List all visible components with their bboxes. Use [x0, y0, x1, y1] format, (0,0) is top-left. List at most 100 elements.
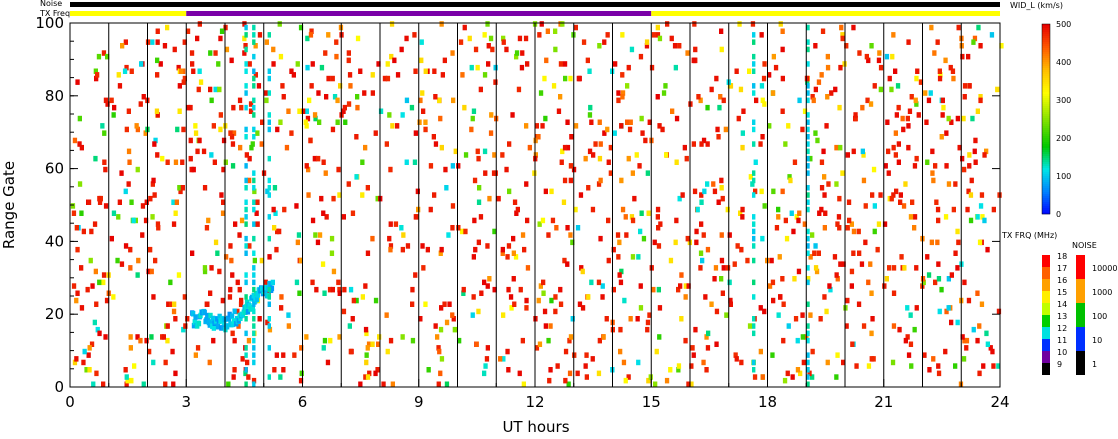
data-cell [597, 119, 602, 125]
data-cell [97, 195, 102, 202]
streak-cell [806, 323, 810, 329]
data-cell [216, 61, 221, 67]
feature-cell [193, 314, 198, 320]
data-cell [626, 374, 631, 380]
data-cell [89, 341, 95, 347]
data-cell [524, 181, 529, 187]
data-cell [810, 374, 815, 380]
data-cell [476, 239, 481, 246]
data-cell [939, 134, 944, 140]
data-cell [931, 356, 936, 362]
noise-swatch [1076, 327, 1085, 351]
data-cell [732, 261, 737, 267]
data-cell [525, 61, 530, 67]
feature-cell [254, 296, 260, 303]
data-cell [168, 279, 173, 286]
streak-cell [806, 381, 810, 387]
data-cell [962, 94, 967, 100]
data-cell [598, 177, 603, 184]
data-cell [869, 356, 874, 362]
data-cell [719, 232, 724, 238]
data-cell [990, 348, 995, 355]
feature-cell [248, 306, 253, 312]
data-cell [355, 35, 361, 42]
feature-cell [217, 313, 222, 320]
streak-cell [806, 367, 810, 373]
data-cell [956, 24, 961, 31]
data-cell [125, 377, 130, 384]
data-cell [509, 305, 514, 311]
data-cell [851, 228, 857, 235]
data-cell [472, 217, 477, 224]
data-cell [725, 265, 731, 271]
data-cell [686, 381, 691, 387]
data-cell [487, 195, 492, 202]
txfreq-swatch [1042, 327, 1050, 339]
data-cell [589, 119, 594, 125]
data-cell [208, 50, 213, 56]
streak-cell [806, 337, 810, 344]
data-cell [469, 126, 474, 133]
data-cell [405, 243, 411, 249]
data-cell [640, 130, 645, 136]
data-cell [410, 301, 415, 307]
data-cell [148, 195, 153, 202]
data-cell [815, 137, 820, 144]
data-cell [709, 301, 714, 307]
feature-cell [245, 309, 251, 315]
data-cell [950, 68, 956, 74]
data-cell [863, 203, 868, 209]
data-cell [868, 261, 873, 267]
data-cell [319, 195, 324, 202]
data-cell [664, 377, 670, 384]
data-cell [916, 112, 921, 118]
data-cell [190, 61, 195, 67]
data-cell [249, 144, 254, 151]
data-cell [787, 174, 792, 180]
y-tick-label: 0 [54, 378, 64, 396]
data-cell [792, 159, 798, 165]
data-cell [400, 112, 405, 118]
colorbar-step [1042, 44, 1050, 47]
data-cell [525, 217, 530, 224]
data-cell [181, 126, 186, 133]
data-cell [515, 206, 520, 213]
data-cell [376, 341, 381, 347]
data-cell [500, 246, 505, 253]
colorbar-step [1042, 142, 1050, 145]
data-cell [91, 381, 96, 387]
data-cell [656, 286, 661, 293]
streak-cell [806, 228, 810, 235]
data-cell [579, 265, 584, 271]
noise-swatch [1076, 255, 1085, 279]
data-cell [336, 279, 341, 286]
streak-cell [244, 214, 248, 220]
streak-cell [806, 199, 810, 205]
data-cell [534, 345, 540, 351]
data-cell [778, 294, 783, 300]
data-cell [846, 199, 852, 205]
data-cell [532, 170, 537, 176]
data-cell [87, 367, 92, 373]
data-cell [149, 268, 154, 275]
data-cell [979, 301, 985, 307]
colorbar-step [1042, 148, 1050, 151]
streak-cell [244, 32, 248, 38]
data-cell [641, 235, 647, 242]
data-cell [699, 192, 704, 198]
data-cell [413, 272, 418, 278]
data-cell [439, 21, 444, 27]
streak-cell [244, 185, 248, 191]
data-cell [630, 170, 635, 176]
data-cell [656, 243, 662, 249]
data-cell [813, 43, 818, 49]
data-cell [895, 83, 901, 89]
streak-cell [252, 272, 256, 278]
data-cell [714, 308, 720, 315]
data-cell [294, 279, 300, 286]
data-cell [621, 359, 627, 366]
data-cell [75, 79, 80, 85]
data-cell [737, 21, 742, 27]
data-cell [619, 177, 624, 184]
streak-cell [244, 83, 248, 89]
